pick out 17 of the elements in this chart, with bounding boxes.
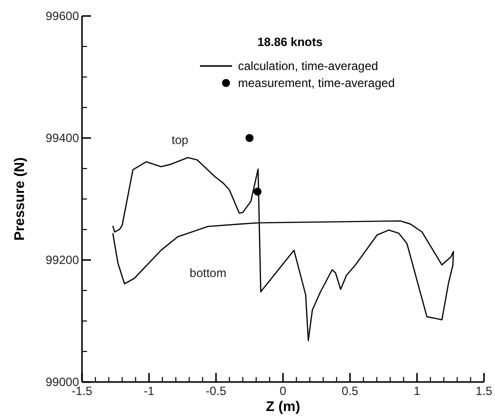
line-series [112, 156, 454, 342]
legend-label: measurement, time-averaged [238, 76, 395, 90]
y-tick-label: 99200 [46, 253, 80, 267]
x-tick-label: -1 [144, 384, 155, 398]
x-axis-title: Z (m) [266, 398, 300, 414]
annotation: top [172, 133, 189, 147]
y-axis-title: Pressure (N) [11, 157, 27, 241]
legend-label: calculation, time-averaged [238, 59, 378, 73]
x-tick-label: 0 [280, 384, 287, 398]
x-tick-label: 1 [414, 384, 421, 398]
x-tick-label: -0.5 [206, 384, 227, 398]
annotation: bottom [190, 266, 226, 280]
x-tick-label: 1.5 [476, 384, 493, 398]
x-tick-label: 0.5 [342, 384, 359, 398]
y-tick-label: 99400 [46, 131, 80, 145]
legend-title: 18.86 knots [257, 35, 324, 49]
y-tick-label: 99600 [46, 9, 80, 23]
